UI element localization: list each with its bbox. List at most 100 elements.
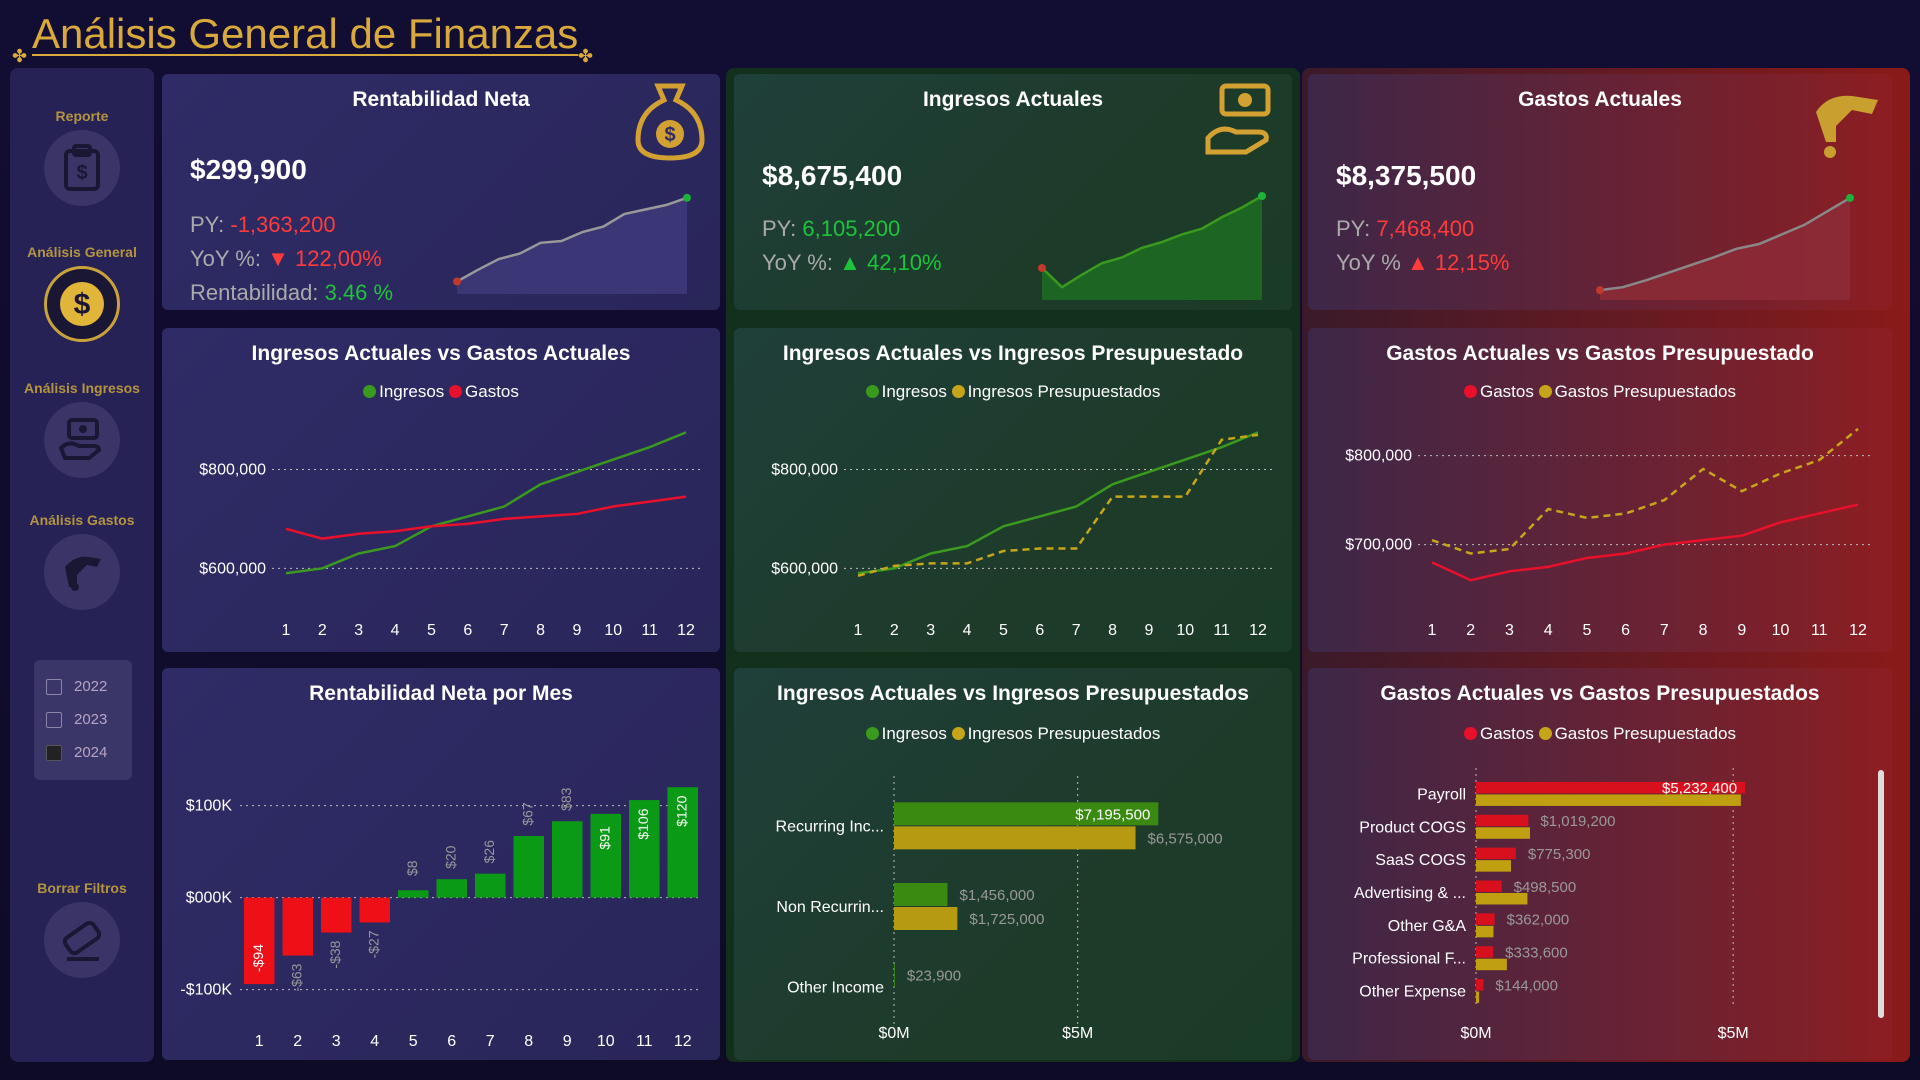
py-label: PY: [762, 216, 797, 241]
data-label: -$63 [288, 963, 304, 991]
data-label: $91 [596, 826, 612, 850]
legend-label[interactable]: Ingresos [881, 382, 947, 401]
x-tick-label: 6 [1035, 622, 1044, 639]
py-label: PY: [190, 212, 225, 237]
legend-marker [363, 385, 377, 398]
series-line-gastos-presupuestados [1431, 427, 1859, 555]
bar-gastos-presupuestados [1476, 827, 1530, 839]
legend-label[interactable]: Gastos [1479, 724, 1534, 743]
chart-legend: Gastos Gastos Presupuestados [1308, 382, 1892, 402]
yoy-label: YoY % [1336, 250, 1401, 275]
series-line-gastos [285, 495, 687, 540]
legend-label[interactable]: Gastos Presupuestados [1554, 724, 1737, 743]
nav-analisis-general[interactable]: Análisis General $ [10, 244, 154, 342]
scrollbar[interactable] [1878, 770, 1884, 1018]
clear-filters-label: Borrar Filtros [37, 880, 127, 896]
sparkline-chart [1038, 192, 1266, 300]
data-label: $498,500 [1514, 879, 1577, 896]
year-label: 2023 [74, 711, 108, 728]
bar-ingresos-presupuestados [894, 907, 958, 930]
y-tick-label: $800,000 [1345, 448, 1412, 465]
bar-ingresos [894, 963, 895, 987]
bar [629, 800, 660, 898]
sparkline-start-point [1038, 264, 1046, 272]
x-tick-label: 4 [1544, 622, 1553, 639]
chart-legend: Ingresos Ingresos Presupuestados [734, 724, 1292, 744]
sparkline-line [1041, 194, 1263, 289]
x-tick-label: 9 [1144, 622, 1153, 639]
sparkline-chart [453, 193, 691, 294]
x-tick-label: 2 [890, 622, 899, 639]
x-tick-label: 1 [854, 622, 863, 639]
checkbox[interactable] [46, 711, 62, 728]
svg-text:$: $ [664, 124, 675, 146]
year-option-2023[interactable]: 2023 [46, 703, 120, 736]
svg-text:$: $ [74, 288, 91, 321]
x-tick-label: 8 [524, 1033, 533, 1050]
year-option-2022[interactable]: 2022 [46, 670, 120, 703]
legend-label[interactable]: Gastos Presupuestados [1554, 382, 1737, 401]
chart-title: Rentabilidad Neta por Mes [309, 682, 573, 705]
bar-gastos [1476, 913, 1495, 925]
sparkline-end-point [1258, 192, 1266, 200]
bar [667, 787, 698, 898]
chart-ingresos-vs-presupuesto: Ingresos Actuales vs Ingresos Presupuest… [734, 328, 1292, 652]
x-tick-label: 7 [486, 1033, 495, 1050]
year-option-2024[interactable]: 2024 [46, 736, 120, 769]
y-tick-label: $800,000 [771, 461, 838, 478]
x-tick-label: 11 [1213, 622, 1230, 639]
data-label: $362,000 [1507, 912, 1570, 929]
checkbox[interactable] [46, 678, 62, 695]
legend-label[interactable]: Gastos [465, 382, 519, 401]
x-tick-label: 12 [677, 622, 695, 639]
x-tick-label: 3 [1505, 622, 1514, 639]
kpi-title: Ingresos Actuales [922, 88, 1104, 111]
x-tick-label: 6 [1621, 622, 1630, 639]
category-label: Other Income [787, 980, 884, 997]
bar-gastos [1476, 946, 1494, 958]
kpi-yoy: YoY %: ▲ 42,10% [762, 250, 942, 276]
x-tick-label: $0M [1460, 1025, 1491, 1042]
bar-gastos-presupuestados [1476, 991, 1480, 1004]
bar [282, 897, 313, 956]
legend-label[interactable]: Ingresos Presupuestados [967, 382, 1161, 401]
nav-analisis-gastos[interactable]: Análisis Gastos [10, 512, 154, 610]
x-tick-label: 8 [1108, 622, 1117, 639]
x-tick-label: 6 [447, 1033, 456, 1050]
legend-label[interactable]: Ingresos Presupuestados [967, 724, 1161, 743]
checkbox[interactable] [46, 744, 62, 761]
bar-gastos [1476, 814, 1529, 827]
x-tick-label: 2 [1466, 622, 1475, 639]
legend-marker [865, 385, 879, 398]
sparkline-line [456, 196, 688, 283]
category-label: Advertising & ... [1354, 885, 1466, 902]
data-label: -$27 [365, 930, 381, 958]
py-label: PY: [1336, 216, 1371, 241]
x-tick-label: $0M [878, 1025, 909, 1042]
legend-label[interactable]: Ingresos [881, 724, 947, 743]
chart-ingresos-categorias: Ingresos Actuales vs Ingresos Presupuest… [734, 668, 1292, 1060]
horizontal-bar-chart: $0M $5M Payroll $5,232,400 Product COGS $1,01… [1352, 768, 1749, 1042]
x-tick-label: 3 [332, 1033, 341, 1050]
category-label: Payroll [1417, 786, 1466, 803]
data-label: -$38 [327, 940, 343, 968]
nav-reporte[interactable]: Reporte $ [10, 108, 154, 206]
data-label: $7,195,500 [1075, 806, 1150, 823]
bar-gastos [1476, 847, 1516, 860]
legend-label[interactable]: Ingresos [379, 382, 445, 401]
sparkline-chart [1596, 193, 1854, 300]
legend-marker [1463, 385, 1477, 398]
x-tick-label: 3 [926, 622, 935, 639]
clear-filters-button[interactable]: Borrar Filtros [10, 880, 154, 978]
y-tick-label: $700,000 [1345, 537, 1412, 554]
legend-label[interactable]: Gastos [1479, 382, 1534, 401]
yoy-value: 122,00% [294, 246, 382, 271]
bar [475, 873, 506, 898]
data-label: -$94 [250, 944, 266, 972]
kpi-value: $8,675,400 [762, 160, 903, 191]
x-tick-label: 9 [1737, 622, 1746, 639]
nav-analisis-ingresos[interactable]: Análisis Ingresos [10, 380, 154, 478]
